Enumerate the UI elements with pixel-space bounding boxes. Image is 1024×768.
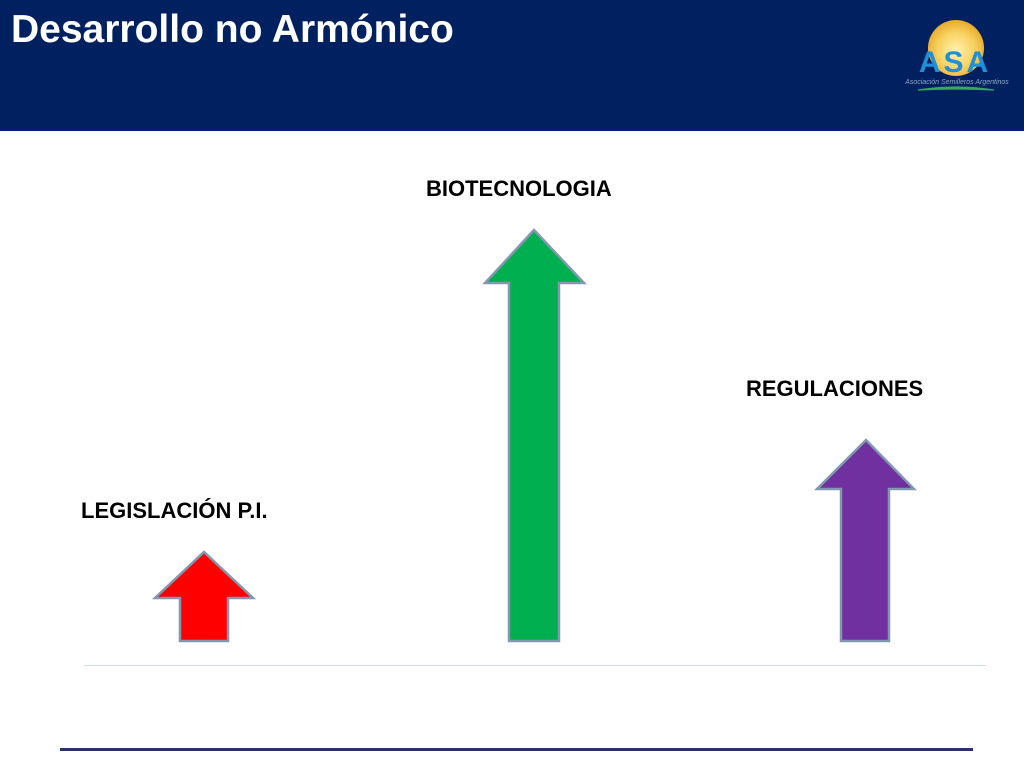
header-bar: Desarrollo no Armónico ASA Asociación Se… — [0, 0, 1024, 131]
asa-logo-graphic: ASA Asociación Semilleros Argentinos — [904, 20, 1009, 91]
regulaciones-arrow — [813, 438, 917, 643]
asa-logo: ASA Asociación Semilleros Argentinos — [888, 14, 1022, 96]
logo-letters: ASA — [919, 46, 991, 79]
legislacion-label: LEGISLACIÓN P.I. — [81, 498, 268, 523]
biotecnologia-arrow — [482, 228, 587, 643]
biotecnologia-label: BIOTECNOLOGIA — [426, 176, 612, 201]
baseline-divider — [84, 665, 986, 666]
swoosh-icon — [917, 86, 995, 91]
logo-subtitle: Asociación Semilleros Argentinos — [904, 79, 1009, 86]
slide-title: Desarrollo no Armónico — [11, 8, 454, 51]
footer-rule — [60, 748, 973, 751]
legislacion-arrow — [151, 550, 257, 643]
regulaciones-label: REGULACIONES — [746, 376, 924, 401]
sun-icon — [928, 20, 984, 76]
